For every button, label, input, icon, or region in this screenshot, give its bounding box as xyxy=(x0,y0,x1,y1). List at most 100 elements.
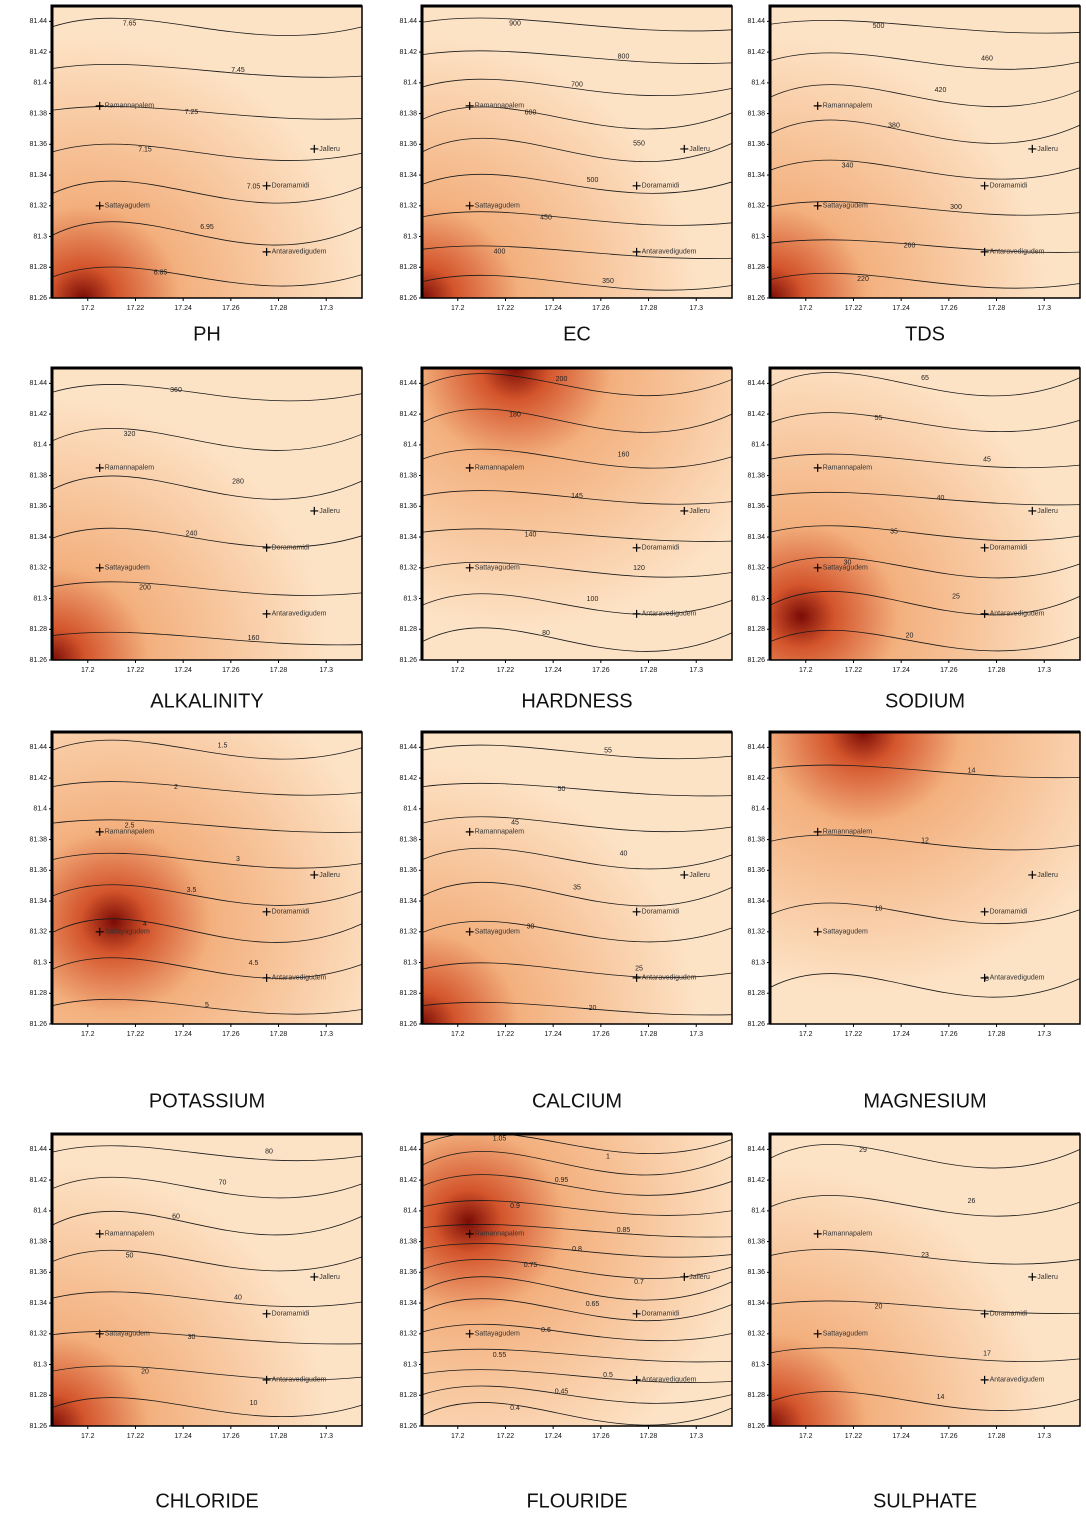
x-tick-label: 17.28 xyxy=(640,667,658,674)
y-tick-label: 81.3 xyxy=(33,233,47,240)
y-tick-label: 81.36 xyxy=(29,867,47,874)
y-tick-label: 81.26 xyxy=(747,295,765,302)
x-tick-label: 17.28 xyxy=(640,1031,658,1038)
site-label: Sattayagudem xyxy=(475,565,520,572)
x-tick-label: 17.2 xyxy=(81,667,95,674)
site-marker xyxy=(465,827,474,836)
y-tick-label: 81.28 xyxy=(399,264,417,271)
contour-label: 8 xyxy=(985,976,989,983)
contour-line xyxy=(51,781,363,796)
contour-line xyxy=(769,1300,1081,1314)
y-tick-label: 81.44 xyxy=(747,18,765,25)
frame-top-left xyxy=(768,730,1080,1024)
site-marker xyxy=(1028,870,1037,879)
contour-label: 65 xyxy=(921,375,929,382)
x-tick-label: 17.24 xyxy=(892,667,910,674)
frame-top-left xyxy=(50,730,362,1024)
x-tick-label: 17.26 xyxy=(592,305,610,312)
y-tick-label: 81.34 xyxy=(29,898,47,905)
frame-top-left xyxy=(50,4,362,298)
contour-line xyxy=(51,1330,363,1345)
contour-line xyxy=(769,525,1081,542)
site-label: Ramannapalem xyxy=(475,465,525,472)
panel-title: EC xyxy=(563,323,591,345)
contour-label: 20 xyxy=(141,1369,149,1376)
contour-line xyxy=(51,266,363,287)
frame-top-left xyxy=(50,366,362,660)
contour-line xyxy=(421,490,733,505)
y-tick-label: 81.26 xyxy=(29,1021,47,1028)
frame-top-left xyxy=(50,1132,362,1426)
contour-label: 0.4 xyxy=(510,1405,520,1412)
contour-line xyxy=(421,593,733,615)
contour-label: 7.65 xyxy=(123,21,137,28)
contour-line xyxy=(769,1391,1081,1411)
site-marker xyxy=(95,463,104,472)
y-tick-label: 81.32 xyxy=(29,565,47,572)
contour-line xyxy=(421,1174,733,1196)
site-marker xyxy=(310,506,319,515)
x-tick-label: 17.28 xyxy=(270,1031,288,1038)
y-tick-label: 81.34 xyxy=(747,898,765,905)
x-tick-label: 17.22 xyxy=(127,1031,145,1038)
contour-line xyxy=(421,173,733,194)
site-marker xyxy=(465,101,474,110)
contour-label: 380 xyxy=(888,122,900,129)
contour-line xyxy=(421,106,733,130)
site-label: Sattayagudem xyxy=(105,929,150,936)
contour-line xyxy=(51,884,363,906)
contour-line xyxy=(769,119,1081,144)
contour-label: 25 xyxy=(635,965,643,972)
y-tick-label: 81.26 xyxy=(29,1423,47,1430)
site-marker xyxy=(95,1329,104,1338)
x-tick-label: 17.3 xyxy=(689,305,703,312)
site-marker xyxy=(632,907,641,916)
site-label: Antaravedigudem xyxy=(990,1377,1045,1384)
map-background xyxy=(52,368,362,660)
y-tick-label: 81.44 xyxy=(29,744,47,751)
y-tick-label: 81.4 xyxy=(403,442,417,449)
x-tick-label: 17.26 xyxy=(940,1031,958,1038)
contour-line xyxy=(769,201,1081,216)
site-label: Ramannapalem xyxy=(823,829,873,836)
contour-label: 180 xyxy=(509,411,521,418)
contour-label: 20 xyxy=(589,1005,597,1012)
y-tick-label: 81.44 xyxy=(399,380,417,387)
x-tick-label: 17.26 xyxy=(592,1031,610,1038)
x-tick-label: 17.24 xyxy=(544,667,562,674)
panel-title: FLOURIDE xyxy=(526,1490,627,1512)
contour-label: 280 xyxy=(232,478,244,485)
x-tick-label: 17.22 xyxy=(127,667,145,674)
contour-label: 14 xyxy=(937,1394,945,1401)
site-label: Antaravedigudem xyxy=(990,975,1045,982)
x-tick-label: 17.24 xyxy=(892,1031,910,1038)
site-label: Ramannapalem xyxy=(105,1231,155,1238)
x-tick-label: 17.2 xyxy=(799,305,813,312)
site-marker xyxy=(465,563,474,572)
contour-line xyxy=(421,1243,733,1258)
y-tick-label: 81.32 xyxy=(399,929,417,936)
y-tick-label: 81.36 xyxy=(747,141,765,148)
site-label: Ramannapalem xyxy=(105,829,155,836)
contour-line xyxy=(421,1200,733,1216)
contour-line xyxy=(421,816,733,833)
x-tick-label: 17.3 xyxy=(1037,1433,1051,1440)
site-marker xyxy=(632,181,641,190)
panel-title: POTASSIUM xyxy=(149,1090,265,1112)
y-tick-label: 81.26 xyxy=(399,1021,417,1028)
contour-label: 10 xyxy=(875,905,883,912)
site-label: Sattayagudem xyxy=(105,203,150,210)
y-tick-label: 81.42 xyxy=(29,49,47,56)
y-tick-label: 81.38 xyxy=(747,472,765,479)
y-tick-label: 81.26 xyxy=(399,295,417,302)
frame-top-left xyxy=(768,366,1080,660)
site-label: Doramamidi xyxy=(990,545,1028,552)
contour-line xyxy=(51,527,363,548)
contour-label: 240 xyxy=(186,531,198,538)
x-tick-label: 17.26 xyxy=(592,667,610,674)
site-label: Doramamidi xyxy=(642,909,680,916)
contour-line xyxy=(421,962,733,979)
site-marker xyxy=(632,543,641,552)
contour-line xyxy=(421,1369,733,1383)
y-tick-label: 81.28 xyxy=(29,626,47,633)
